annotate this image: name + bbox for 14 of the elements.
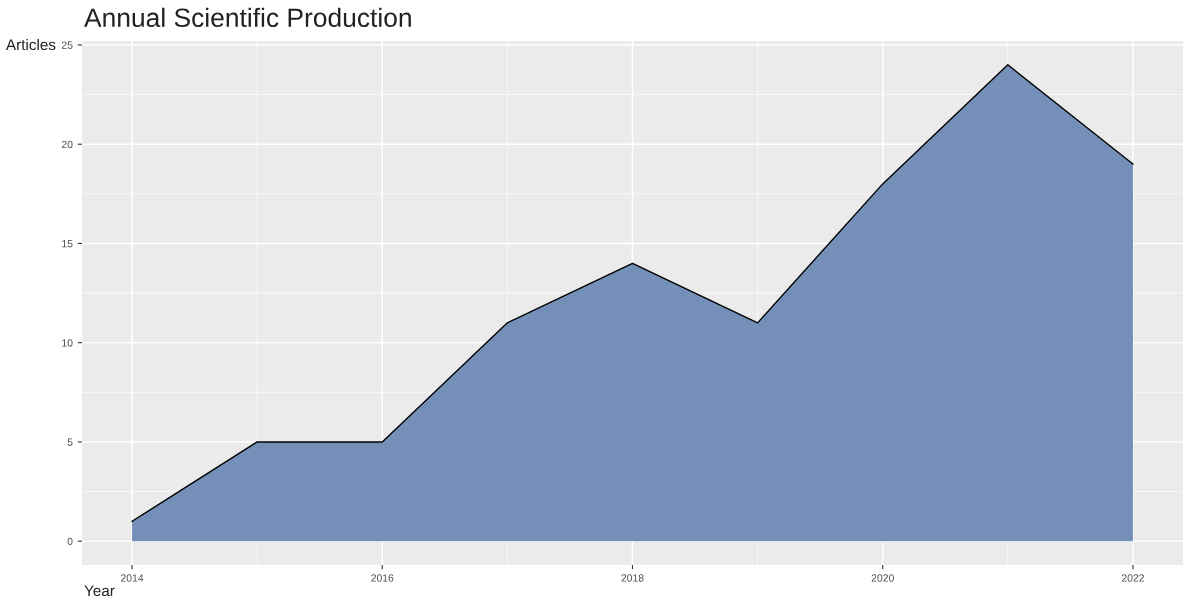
x-axis-title: Year xyxy=(84,585,115,597)
y-tick-label: 25 xyxy=(61,41,73,49)
x-tick-label: 2022 xyxy=(1121,574,1145,582)
y-tick-label: 10 xyxy=(62,339,73,347)
x-tick-label: 2016 xyxy=(371,574,394,582)
y-tick-label: 0 xyxy=(67,537,73,546)
chart-title: Annual Scientific Production xyxy=(84,7,411,28)
x-tick-label: 2014 xyxy=(120,574,144,582)
x-tick-label: 2018 xyxy=(621,574,644,582)
y-axis-title: Articles xyxy=(5,38,56,51)
y-tick-label: 5 xyxy=(67,438,73,446)
y-tick-label: 15 xyxy=(62,240,73,248)
y-tick-label: 20 xyxy=(61,140,73,149)
x-tick-label: 2020 xyxy=(871,574,894,582)
